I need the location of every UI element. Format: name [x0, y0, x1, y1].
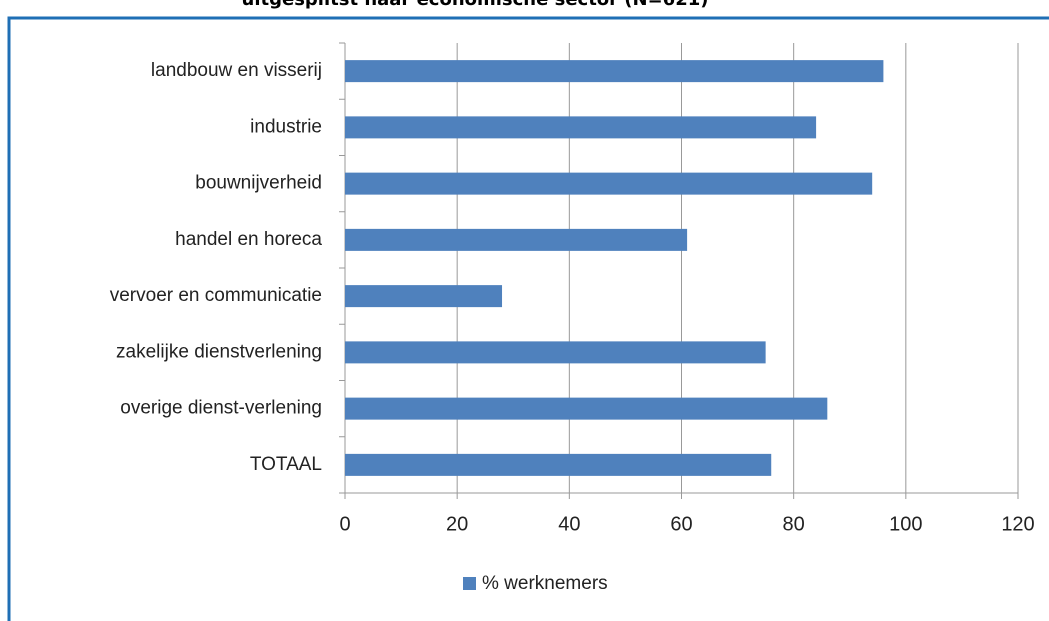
bar	[345, 285, 503, 308]
x-tick-label: 80	[783, 513, 805, 535]
bar	[345, 228, 688, 251]
x-tick-label: 0	[339, 513, 350, 535]
bar	[345, 60, 884, 83]
legend-swatch	[463, 577, 476, 590]
chart-title: uitgesplitst naar economische sector (N=…	[242, 0, 709, 10]
y-tick-label: industrie	[250, 116, 322, 137]
frame	[7, 16, 1049, 621]
x-tick-label: 60	[670, 513, 692, 535]
y-tick-label: TOTAAL	[250, 454, 322, 475]
y-tick-label: vervoer en communicatie	[110, 285, 322, 306]
y-tick-label: zakelijke dienstverlening	[116, 341, 322, 362]
bar	[345, 453, 772, 476]
y-tick-label: handel en horeca	[175, 229, 322, 250]
bar	[345, 397, 828, 420]
y-tick-label: bouwnijverheid	[195, 173, 322, 194]
x-tick-label: 40	[558, 513, 580, 535]
x-tick-label: 20	[446, 513, 468, 535]
y-tick-label: overige dienst-verlening	[120, 398, 322, 419]
y-tick-label: landbouw en visserij	[151, 60, 322, 81]
x-tick-label: 100	[889, 513, 922, 535]
bar	[345, 172, 873, 195]
bar	[345, 341, 766, 364]
bar	[345, 116, 817, 139]
x-tick-label: 120	[1001, 513, 1034, 535]
legend-label: % werknemers	[482, 573, 608, 594]
